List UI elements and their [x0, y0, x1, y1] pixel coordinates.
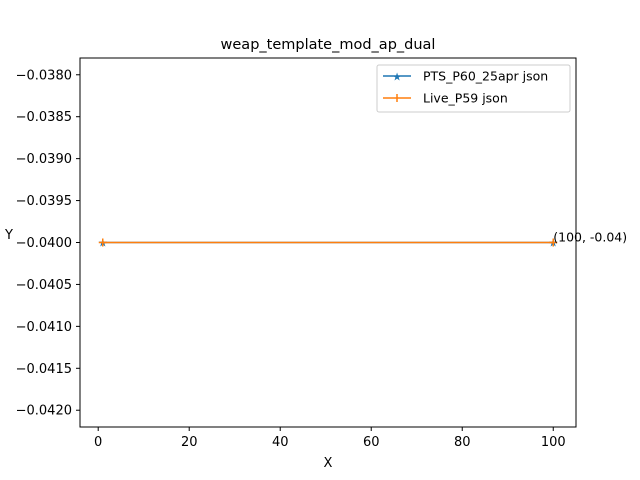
data-point-series-2: [549, 238, 558, 247]
y-tick-label: −0.0400: [16, 236, 72, 251]
x-tick-label: 100: [541, 435, 566, 450]
x-tick-label: 60: [363, 435, 380, 450]
x-axis: 0 20 40 60 80 100: [94, 427, 566, 450]
series-layer: ★★: [98, 237, 558, 250]
data-annotation: (100, -0.04): [553, 230, 627, 245]
y-tick-label: −0.0405: [16, 278, 72, 293]
legend-marker-series-1: ★: [392, 71, 402, 84]
y-axis-label: Y: [4, 228, 13, 243]
y-tick-label: −0.0385: [16, 110, 72, 125]
legend-box: [376, 64, 571, 113]
annotation-layer: (100, -0.04): [553, 230, 627, 245]
legend-label-series-2: Live_P59 json: [423, 91, 508, 106]
y-tick-label: −0.0390: [16, 152, 72, 167]
data-point-series-2: [98, 238, 107, 247]
x-tick-label: 80: [454, 435, 471, 450]
y-tick-label: −0.0410: [16, 320, 72, 335]
y-axis: −0.0380 −0.0385 −0.0390 −0.0395 −0.0400 −0.04…: [16, 68, 80, 419]
x-tick-label: 20: [181, 435, 198, 450]
x-tick-label: 40: [272, 435, 289, 450]
y-tick-label: −0.0420: [16, 404, 72, 419]
y-tick-label: −0.0395: [16, 194, 72, 209]
x-axis-label: X: [324, 456, 333, 471]
chart-title: weap_template_mod_ap_dual: [221, 37, 436, 53]
x-tick-label: 0: [94, 435, 102, 450]
plot-area: ★★ (100, -0.04): [79, 57, 627, 428]
y-tick-label: −0.0415: [16, 362, 72, 377]
y-tick-label: −0.0380: [16, 68, 72, 83]
legend: ★ PTS_P60_25apr json Live_P59 json: [376, 64, 571, 113]
legend-label-series-1: PTS_P60_25apr json: [423, 69, 548, 84]
